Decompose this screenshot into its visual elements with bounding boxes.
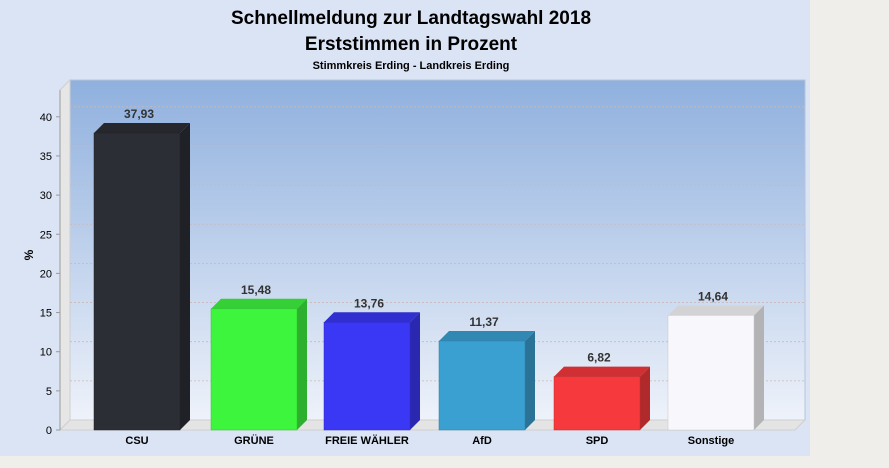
bar-side [297,298,307,430]
category-label: FREIE WÄHLER [325,434,409,447]
category-label: GRÜNE [234,434,274,447]
chart-subtitle: Erststimmen in Prozent [304,34,518,55]
bar-front [667,315,755,431]
left-wall [59,78,71,432]
bar-csu [93,123,190,431]
data-label: 14,64 [698,289,728,303]
bar-front [438,340,526,431]
bar-afd [438,330,535,431]
bar-top [211,298,307,309]
bar-top [439,330,535,341]
y-tick-label: 35 [40,151,52,163]
bar-grüne [210,298,307,431]
bar-side [640,366,650,430]
bar-front [553,376,641,431]
chart-title: Schnellmeldung zur Landtagswahl 2018 [230,8,592,29]
bar-side [754,305,764,430]
bar-sonstige [667,305,764,431]
category-label: CSU [125,435,148,447]
y-tick-label: 25 [40,229,52,241]
bar-front [323,322,411,431]
bar-front [210,308,298,431]
bar-top [94,123,190,134]
data-label: 37,93 [124,107,154,121]
data-label: 6,82 [587,351,611,365]
data-label: 13,76 [354,296,384,310]
category-label: AfD [472,435,492,447]
bar-top [324,312,420,323]
y-axis-label: % [22,249,36,260]
y-tick-label: 20 [40,268,52,280]
y-tick-label: 15 [40,308,52,320]
y-tick-label: 30 [40,190,52,202]
y-tick-label: 5 [46,386,52,398]
y-tick-label: 0 [46,425,52,437]
bar-freie-wähler [323,312,420,431]
y-tick-label: 10 [40,347,52,359]
category-label: Sonstige [688,435,734,447]
category-label: SPD [586,435,609,447]
bar-top [554,366,650,377]
bar-side [525,330,535,430]
y-tick-label: 40 [40,112,52,124]
bar-front [93,132,181,431]
bar-top [668,305,764,316]
chart-subsubtitle: Stimmkreis Erding - Landkreis Erding [312,60,510,72]
bar-spd [553,366,650,431]
bar-side [410,312,420,430]
data-label: 11,37 [469,315,499,329]
data-label: 15,48 [241,283,271,297]
bar-side [180,123,190,430]
